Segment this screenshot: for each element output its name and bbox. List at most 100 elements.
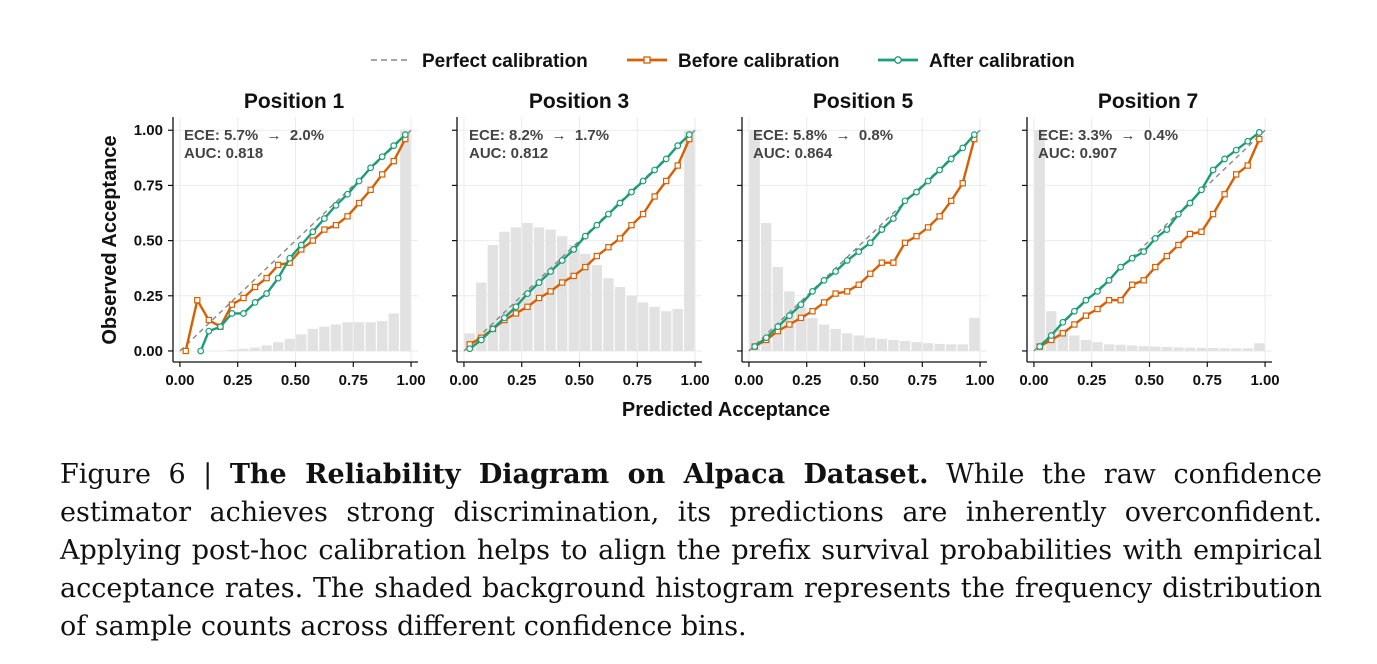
after-calibration-point [390, 142, 398, 150]
histogram-bar [1046, 311, 1057, 351]
after-calibration-point [344, 190, 351, 198]
x-tick-label: 0.00 [1019, 372, 1048, 389]
histogram-bar [580, 253, 591, 351]
histogram-bar [284, 338, 295, 351]
histogram-bar [1126, 345, 1138, 351]
legend-before-label: Before calibration [678, 51, 840, 72]
histogram-bar [319, 326, 330, 351]
x-tick-label: 0.75 [623, 372, 652, 389]
after-calibration-point [936, 166, 944, 174]
histogram-bar [1057, 328, 1069, 351]
x-tick-label: 0.25 [507, 372, 536, 389]
after-calibration-point [378, 153, 386, 161]
before-calibration-point [251, 283, 259, 291]
after-calibration-point [947, 155, 955, 163]
histogram-bar [853, 335, 864, 351]
before-calibration-point [332, 221, 340, 229]
before-calibration-point [263, 274, 270, 282]
histogram-bar [684, 130, 695, 351]
after-calibration-point [820, 276, 828, 284]
after-calibration-point [762, 334, 770, 342]
after-calibration-point [774, 323, 782, 331]
before-calibration-point [878, 259, 886, 266]
after-calibration-point [1255, 129, 1263, 136]
x-tick-label: 1.00 [965, 372, 994, 389]
histogram-bar [649, 306, 660, 351]
y-tick-label: 0.75 [134, 177, 163, 194]
plot-area-2: 0.00 0.25 0.50 0.75 1.00 [449, 117, 710, 389]
after-calibration-point [512, 303, 520, 311]
after-calibration-point [228, 310, 236, 317]
before-calibration-point [355, 199, 363, 207]
after-calibration-point [970, 131, 978, 139]
histogram-bar [261, 345, 272, 351]
y-axis-label: Observed Acceptance [99, 135, 121, 344]
after-calibration-point [1047, 332, 1055, 339]
after-calibration-point [785, 312, 793, 320]
x-tick-label: 1.00 [680, 372, 709, 389]
histogram-bar [1138, 346, 1149, 351]
x-tick-label: 0.25 [1077, 372, 1106, 389]
panel-title: Position 7 [1098, 90, 1198, 113]
plot-area-1: 0.00 0.25 0.50 0.75 1.00 0.00 0.25 0.50 0.75 1.00 [134, 117, 426, 389]
after-calibration-point [524, 290, 531, 297]
panel-2: Position 3 ECE: 8.2% → 1.7% AUC: 0.812 [469, 90, 629, 162]
histogram-bar [672, 309, 683, 351]
before-calibration-point [628, 221, 635, 229]
after-calibration-point [1036, 343, 1044, 350]
y-tick-label: 0.50 [134, 233, 163, 250]
y-tick-label: 0.25 [134, 288, 163, 305]
histogram-bar [1254, 343, 1265, 351]
before-calibration-point [662, 177, 670, 185]
before-calibration-point [582, 263, 589, 271]
after-calibration-point [674, 142, 682, 150]
before-calibration-point [524, 303, 531, 311]
panel-title: Position 5 [813, 90, 914, 113]
x-tick-label: 0.75 [1193, 372, 1222, 389]
before-calibration-point [593, 252, 601, 260]
after-calibration-point [889, 215, 897, 222]
after-calibration-point [570, 246, 578, 253]
histogram-bar [226, 349, 238, 351]
after-calibration-point [866, 239, 874, 247]
x-tick-label: 0.75 [908, 372, 937, 389]
histogram-bar [761, 222, 772, 351]
after-calibration-point [1128, 254, 1136, 262]
before-calibration-point [1232, 171, 1240, 178]
before-calibration-point [890, 259, 897, 266]
histogram-bar [1069, 335, 1080, 351]
before-calibration-point [274, 261, 282, 269]
histogram-bar [614, 286, 626, 351]
before-calibration-point [855, 281, 862, 288]
before-calibration-point [558, 279, 566, 286]
before-calibration-point [867, 270, 874, 277]
panel-auc: AUC: 0.907 [1038, 145, 1117, 162]
before-calibration-point [959, 180, 966, 187]
after-calibration-point [309, 228, 317, 236]
before-calibration-point [605, 244, 612, 251]
histogram-bar [1161, 346, 1173, 351]
panel-auc: AUC: 0.812 [469, 145, 548, 162]
after-calibration-point [1117, 263, 1125, 271]
histogram-bar [1219, 348, 1230, 351]
after-calibration-point [901, 197, 909, 205]
after-calibration-point [1070, 307, 1078, 315]
after-calibration-point [1140, 248, 1148, 256]
histogram-bar [376, 321, 388, 351]
before-calibration-point [947, 197, 955, 205]
histogram-bar [307, 328, 319, 351]
histogram-bar [342, 322, 353, 351]
legend-after-marker [894, 56, 902, 64]
before-calibration-point [321, 226, 328, 233]
after-calibration-point [197, 347, 205, 355]
x-tick-label: 0.25 [223, 372, 252, 389]
after-calibration-point [751, 343, 759, 350]
after-calibration-point [286, 254, 294, 262]
histogram-bar [603, 278, 614, 351]
before-calibration-point [616, 235, 624, 242]
before-calibration-point [1105, 296, 1113, 304]
before-calibration-point [1117, 296, 1124, 304]
histogram-bar [911, 342, 922, 351]
after-calibration-point [547, 268, 555, 275]
histogram-bar [330, 324, 342, 351]
